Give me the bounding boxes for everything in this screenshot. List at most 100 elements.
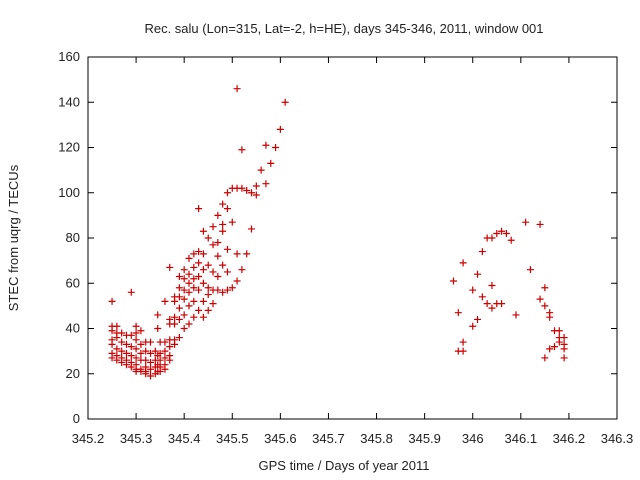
data-point: [171, 297, 179, 305]
data-point: [459, 259, 467, 267]
data-point: [488, 234, 496, 242]
data-point: [171, 340, 179, 348]
data-point: [209, 241, 217, 249]
x-tick-label: 346.2: [553, 431, 586, 446]
data-point: [142, 370, 150, 378]
data-point: [238, 266, 246, 274]
data-point: [560, 334, 568, 342]
data-point: [195, 259, 203, 267]
data-point: [459, 347, 467, 355]
data-point: [185, 288, 193, 296]
data-point: [214, 252, 222, 260]
data-point: [502, 229, 510, 237]
data-point: [262, 141, 270, 149]
data-point: [175, 334, 183, 342]
x-tick-label: 345.8: [360, 431, 393, 446]
data-point: [161, 354, 169, 362]
data-point: [156, 349, 164, 357]
data-point: [185, 270, 193, 278]
data-point: [252, 182, 260, 190]
data-point: [175, 284, 183, 292]
data-point: [137, 327, 145, 335]
data-point: [108, 340, 116, 348]
data-point: [223, 245, 231, 253]
data-point: [137, 340, 145, 348]
data-point: [154, 325, 162, 332]
data-point: [195, 205, 203, 213]
data-point: [122, 340, 130, 348]
data-point: [195, 306, 203, 314]
data-point: [507, 236, 515, 244]
data-point: [147, 338, 155, 346]
data-point: [272, 144, 280, 151]
data-point: [195, 286, 203, 294]
data-point: [142, 347, 150, 355]
y-tick-label: 100: [58, 185, 80, 200]
data-point: [156, 367, 164, 375]
data-point: [541, 354, 549, 362]
data-point: [171, 320, 179, 328]
data-point: [281, 98, 289, 106]
data-point: [483, 300, 491, 308]
data-point: [147, 349, 155, 357]
data-point: [243, 186, 251, 194]
data-point: [180, 286, 188, 294]
x-tick-label: 345.5: [216, 431, 249, 446]
data-point: [214, 286, 222, 294]
data-point: [161, 365, 169, 373]
data-point: [185, 254, 193, 262]
data-point: [478, 293, 486, 301]
data-point: [118, 347, 126, 355]
data-point: [180, 275, 188, 283]
data-point: [108, 354, 116, 362]
data-point: [219, 227, 227, 235]
data-point: [267, 159, 275, 167]
data-point: [151, 347, 159, 355]
data-point: [546, 345, 554, 353]
data-point: [238, 146, 246, 154]
x-axis: 345.2 345.3 345.4 345.5 345.6 345.7 345.8 345.9…: [72, 57, 633, 446]
y-tick-label: 60: [66, 275, 80, 290]
data-point: [252, 191, 260, 199]
data-point: [190, 250, 198, 258]
data-point: [233, 250, 241, 258]
data-point: [161, 347, 169, 355]
data-point: [522, 218, 530, 226]
data-point: [228, 284, 236, 292]
data-point: [219, 220, 227, 228]
data-point: [248, 225, 256, 233]
data-point: [132, 329, 140, 337]
data-point: [223, 189, 231, 197]
data-point: [560, 345, 568, 353]
data-point: [546, 313, 554, 321]
data-series: [108, 85, 568, 380]
data-point: [127, 288, 135, 296]
data-point: [469, 322, 477, 330]
data-point: [214, 239, 222, 247]
data-point: [469, 286, 477, 294]
data-point: [132, 345, 140, 353]
y-axis-label: STEC from uqrg / TECUs: [6, 164, 21, 311]
data-point: [108, 327, 116, 335]
data-point: [132, 354, 140, 362]
data-point: [257, 166, 265, 174]
data-point: [474, 315, 482, 323]
x-tick-label: 345.2: [72, 431, 105, 446]
y-axis: 0 20 40 60 80 100 120 140 160: [58, 49, 617, 426]
data-point: [175, 315, 183, 323]
data-point: [262, 180, 270, 188]
data-point: [161, 338, 169, 346]
data-point: [204, 291, 212, 299]
data-point: [459, 338, 467, 346]
y-tick-label: 160: [58, 49, 80, 64]
data-point: [204, 261, 212, 269]
data-point: [199, 313, 207, 321]
data-point: [541, 284, 549, 292]
data-point: [127, 343, 135, 351]
data-point: [526, 266, 534, 274]
data-point: [118, 358, 126, 366]
data-point: [498, 227, 506, 235]
data-point: [276, 125, 284, 133]
data-point: [199, 250, 207, 258]
data-point: [199, 297, 207, 305]
